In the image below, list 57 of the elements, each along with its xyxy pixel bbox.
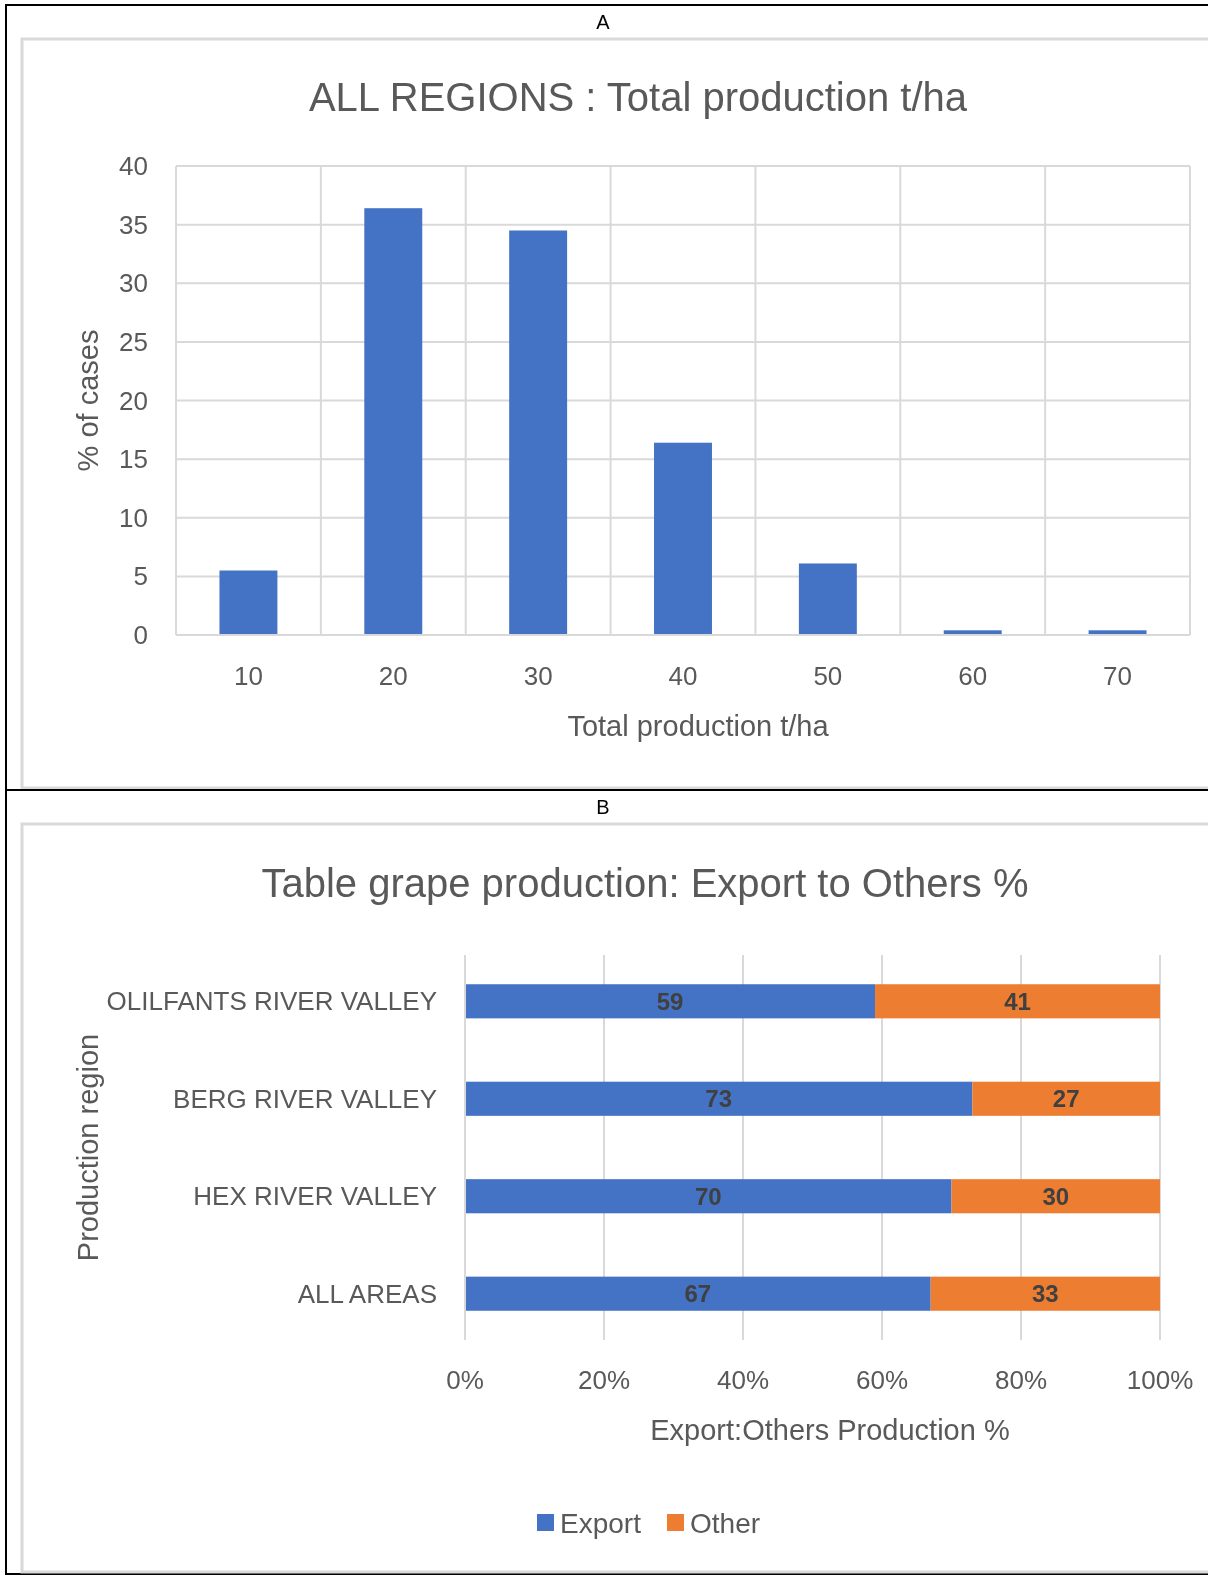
y-axis-title: % of cases <box>72 329 105 472</box>
y-tick-label: 0 <box>133 620 148 651</box>
y-axis-title: Production region <box>72 1033 105 1262</box>
bar <box>654 442 712 635</box>
legend-label: Export <box>560 1507 642 1539</box>
x-tick-label: 60 <box>958 661 988 692</box>
bar <box>509 230 568 635</box>
y-tick-label: ALL AREAS <box>297 1278 437 1309</box>
x-tick-label: 100% <box>1126 1365 1194 1396</box>
bar <box>465 1179 952 1214</box>
bar <box>930 1276 1160 1311</box>
y-tick-label: OLILFANTS RIVER VALLEY <box>106 986 437 1017</box>
x-tick-label: 60% <box>855 1365 909 1396</box>
y-tick-label: HEX RIVER VALLEY <box>193 1181 437 1212</box>
x-tick-label: 20% <box>577 1365 631 1396</box>
y-tick-label: 5 <box>133 561 148 592</box>
bar <box>798 563 857 635</box>
bar <box>875 984 1160 1019</box>
data-label: 73 <box>705 1085 733 1113</box>
legend-label: Other <box>690 1507 761 1539</box>
chart-title: Table grape production: Export to Others % <box>261 861 1029 905</box>
x-tick-label: 80% <box>994 1365 1048 1396</box>
data-label: 33 <box>1031 1280 1059 1308</box>
bar <box>951 1179 1160 1214</box>
data-label: 59 <box>656 987 684 1015</box>
y-tick-label: 30 <box>119 268 148 299</box>
y-tick-label: 20 <box>119 385 148 416</box>
y-tick-label: 15 <box>119 444 148 475</box>
bar <box>465 1276 931 1311</box>
y-tick-label: 35 <box>119 209 148 240</box>
x-tick-label: 20 <box>378 661 408 692</box>
bar <box>364 208 423 635</box>
x-tick-label: 70 <box>1103 661 1133 692</box>
data-label: 27 <box>1052 1085 1080 1113</box>
y-tick-label: BERG RIVER VALLEY <box>173 1083 437 1114</box>
data-label: 41 <box>1004 987 1031 1015</box>
x-axis-title: Total production t/ha <box>567 710 830 743</box>
bar <box>972 1081 1160 1116</box>
x-tick-label: 50 <box>813 661 843 692</box>
bar <box>465 1081 973 1116</box>
data-label: 70 <box>694 1182 722 1210</box>
x-tick-label: 30 <box>523 661 553 692</box>
x-tick-label: 40% <box>716 1365 770 1396</box>
x-tick-label: 40 <box>668 661 698 692</box>
data-label: 67 <box>684 1280 712 1308</box>
x-axis-title: Export:Others Production % <box>650 1414 1010 1447</box>
data-label: 30 <box>1042 1182 1070 1210</box>
text: B <box>596 796 610 818</box>
y-tick-label: 25 <box>119 326 148 357</box>
y-tick-label: 40 <box>119 151 148 182</box>
bar <box>465 984 876 1019</box>
x-tick-label: 0% <box>446 1365 484 1396</box>
bar <box>219 570 278 635</box>
x-tick-label: 10 <box>233 661 263 692</box>
y-tick-label: 10 <box>119 502 148 533</box>
chart-title: ALL REGIONS : Total production t/ha <box>308 75 968 119</box>
text: A <box>596 11 611 33</box>
